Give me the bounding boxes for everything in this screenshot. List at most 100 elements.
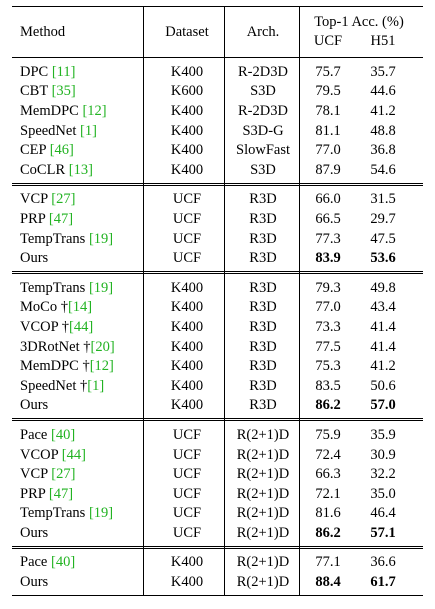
h51-acc-cell: 54.6: [370, 161, 396, 178]
arch-cell: R(2+1)D: [236, 505, 290, 522]
citation-link[interactable]: [27]: [51, 466, 76, 483]
dataset-cell: UCF: [172, 446, 202, 463]
ucf-acc-cell: 86.2: [315, 524, 341, 541]
h51-acc-cell: 36.8: [370, 142, 396, 159]
citation-link[interactable]: [40]: [51, 554, 76, 571]
citation-link[interactable]: [1]: [80, 122, 97, 139]
citation-link[interactable]: [11]: [51, 63, 76, 80]
citation-link[interactable]: [19]: [88, 230, 114, 247]
method-cell: CEP [46]: [20, 140, 74, 160]
ucf-acc-cell: 81.6: [315, 505, 341, 522]
ucf-acc-cell: 75.7: [315, 63, 341, 80]
method-name: TempTrans: [20, 279, 89, 296]
arch-cell: R(2+1)D: [236, 554, 290, 571]
citation-link[interactable]: [46]: [49, 142, 74, 159]
h51-acc-cell: 41.2: [370, 103, 396, 119]
dataset-cell: K400: [170, 299, 204, 316]
arch-cell: R(2+1)D: [236, 446, 290, 463]
citation-link[interactable]: [47]: [48, 485, 74, 502]
method-cell: TempTrans [19]: [20, 278, 113, 298]
h51-acc-cell: 57.1: [370, 524, 396, 541]
ucf-acc-cell: 88.4: [315, 574, 341, 591]
arch-cell: R(2+1)D: [236, 485, 290, 502]
method-cell: CoCLR [13]: [20, 160, 93, 180]
table-row: Ours UCF R(2+1)D 86.2 57.1: [12, 523, 423, 543]
method-name: Ours: [20, 250, 49, 267]
ucf-acc-cell: 72.4: [315, 446, 341, 463]
arch-cell: R3D: [249, 279, 277, 296]
arch-cell: R3D: [249, 230, 277, 247]
citation-link[interactable]: [19]: [88, 505, 114, 522]
table-row: CEP [46] K400 SlowFast 77.0 36.8: [12, 140, 423, 160]
ucf-acc-cell: 79.3: [315, 279, 341, 296]
h51-acc-cell: 48.8: [370, 122, 396, 139]
table-row: Pace [40] K400 R(2+1)D 77.1 36.6: [12, 553, 423, 573]
method-name: Ours: [20, 397, 49, 414]
group-divider: [12, 545, 423, 549]
dagger-mark: †: [60, 299, 68, 316]
dataset-cell: K400: [170, 338, 204, 355]
citation-link[interactable]: [14]: [67, 299, 93, 316]
dataset-cell: K400: [170, 574, 204, 591]
method-cell: SpeedNet †[1]: [20, 376, 104, 396]
dataset-cell: K400: [170, 142, 204, 159]
method-cell: VCP [27]: [20, 189, 75, 209]
citation-link[interactable]: [27]: [51, 191, 76, 208]
method-name: PRP: [20, 210, 49, 227]
h51-acc-cell: 53.6: [370, 250, 396, 267]
method-cell: PRP [47]: [20, 209, 73, 229]
dataset-cell: K400: [170, 554, 204, 571]
column-divider: [143, 6, 144, 596]
table-row: Pace [40] UCF R(2+1)D 75.9 35.9: [12, 425, 423, 445]
h51-acc-cell: 35.7: [370, 63, 396, 80]
ucf-acc-cell: 73.3: [315, 318, 341, 335]
ucf-acc-cell: 87.9: [315, 161, 341, 178]
header-h51: H51: [370, 33, 396, 49]
table-row: TempTrans [19] UCF R3D 77.3 47.5: [12, 229, 423, 249]
table-row: SpeedNet †[1] K400 R3D 83.5 50.6: [12, 376, 423, 396]
citation-link[interactable]: [19]: [88, 279, 114, 296]
arch-cell: R3D: [249, 210, 277, 227]
dagger-mark: †: [83, 338, 91, 355]
arch-cell: R3D: [249, 191, 277, 208]
column-divider: [224, 6, 225, 596]
ucf-acc-cell: 81.1: [315, 122, 341, 139]
ucf-acc-cell: 79.5: [315, 83, 341, 100]
citation-link[interactable]: [1]: [87, 377, 105, 394]
table-row: VCOP [44] UCF R(2+1)D 72.4 30.9: [12, 445, 423, 465]
method-name: Pace: [20, 426, 51, 443]
arch-cell: R3D: [249, 358, 277, 375]
dataset-cell: UCF: [172, 466, 202, 483]
method-cell: PRP [47]: [20, 484, 73, 504]
dagger-mark: †: [82, 358, 90, 375]
method-cell: DPC [11]: [20, 62, 75, 82]
citation-link[interactable]: [13]: [68, 161, 93, 178]
table-row: SpeedNet [1] K400 S3D-G 81.1 48.8: [12, 121, 423, 141]
table-row: TempTrans [19] K400 R3D 79.3 49.8: [12, 278, 423, 298]
citation-link[interactable]: [40]: [51, 426, 76, 443]
arch-cell: R3D: [249, 377, 277, 394]
method-cell: TempTrans [19]: [20, 229, 113, 249]
method-cell: SpeedNet [1]: [20, 121, 97, 141]
citation-link[interactable]: [12]: [82, 103, 107, 119]
citation-link[interactable]: [35]: [51, 83, 76, 100]
citation-link[interactable]: [20]: [90, 338, 115, 355]
citation-link[interactable]: [12]: [89, 358, 114, 375]
method-name: VCOP: [20, 318, 62, 335]
table-row: Ours K400 R3D 86.2 57.0: [12, 396, 423, 416]
method-name: MoCo: [20, 299, 61, 316]
method-cell: MemDPC †[12]: [20, 356, 114, 376]
ucf-acc-cell: 72.1: [315, 485, 341, 502]
table-row: CBT [35] K600 S3D 79.5 44.6: [12, 82, 423, 102]
arch-cell: R-2D3D: [238, 63, 288, 80]
table-row: PRP [47] UCF R3D 66.5 29.7: [12, 209, 423, 229]
method-name: Ours: [20, 574, 49, 591]
method-cell: VCOP †[44]: [20, 317, 93, 337]
ucf-acc-cell: 77.0: [315, 142, 341, 159]
citation-link[interactable]: [44]: [61, 446, 86, 463]
citation-link[interactable]: [47]: [48, 210, 74, 227]
arch-cell: R(2+1)D: [236, 574, 290, 591]
method-name: MemDPC: [20, 103, 83, 119]
method-cell: 3DRotNet †[20]: [20, 337, 115, 357]
citation-link[interactable]: [44]: [69, 318, 94, 335]
